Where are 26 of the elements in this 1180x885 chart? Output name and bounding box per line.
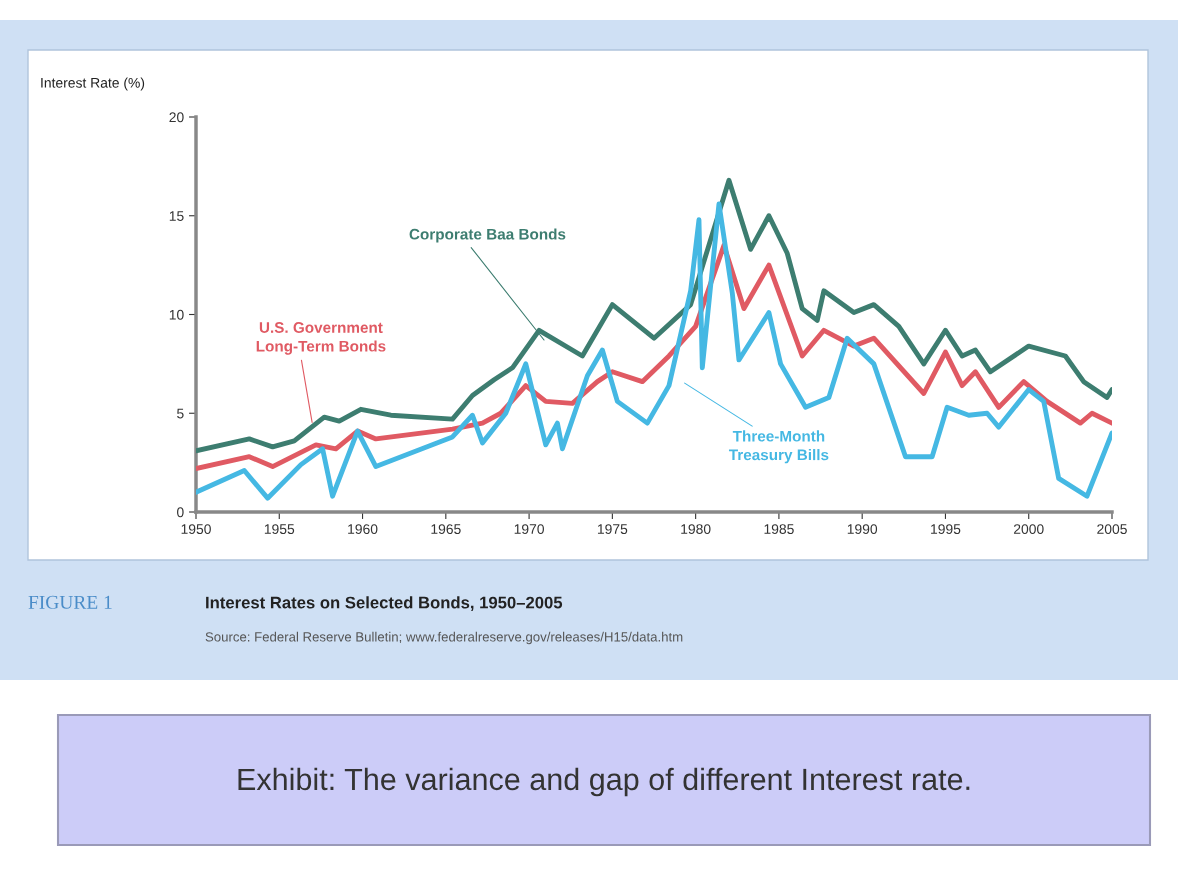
y-tick-label: 10 bbox=[169, 309, 184, 320]
text: U.S. Government Long-Term Bonds bbox=[256, 322, 386, 355]
series-label: Three-Month Treasury Bills bbox=[728, 430, 829, 464]
x-tick-label: 1970 bbox=[514, 524, 544, 535]
x-tick-label: 1975 bbox=[597, 524, 628, 535]
caption: FIGURE 1 bbox=[28, 595, 112, 609]
x-tick-label: 1990 bbox=[847, 524, 878, 535]
x-tick-label: 1960 bbox=[348, 524, 378, 535]
source-note: Source: Federal Reserve Bulletin; www.federalreserve.gov/releases/H15/data.htm bbox=[205, 631, 683, 645]
text: Interest Rates on Selected Bonds, 1950–2005 bbox=[206, 596, 563, 611]
x-tick-label: 1955 bbox=[264, 524, 295, 535]
x-tick-label: 1995 bbox=[931, 524, 961, 535]
text: Exhibit: The variance and gap of different Interest rate. bbox=[238, 767, 970, 797]
y-tick-label: 15 bbox=[169, 211, 184, 221]
x-tick-label: 1985 bbox=[764, 524, 794, 535]
x-tick-label: 1965 bbox=[431, 524, 461, 535]
text: Corporate Baa Bonds bbox=[409, 228, 566, 243]
y-tick-label: 0 bbox=[177, 507, 184, 518]
y-tick-label: 20 bbox=[169, 112, 184, 123]
x-tick-label: 2000 bbox=[1013, 524, 1044, 535]
x-tick-label: 1950 bbox=[181, 524, 211, 535]
x-tick-label: 2005 bbox=[1097, 524, 1127, 535]
y-axis-title: Interest Rate (%) bbox=[41, 77, 145, 91]
x-tick-label: 1980 bbox=[681, 524, 711, 535]
line-series bbox=[196, 201, 1112, 501]
y-tick-label: 5 bbox=[177, 408, 184, 419]
